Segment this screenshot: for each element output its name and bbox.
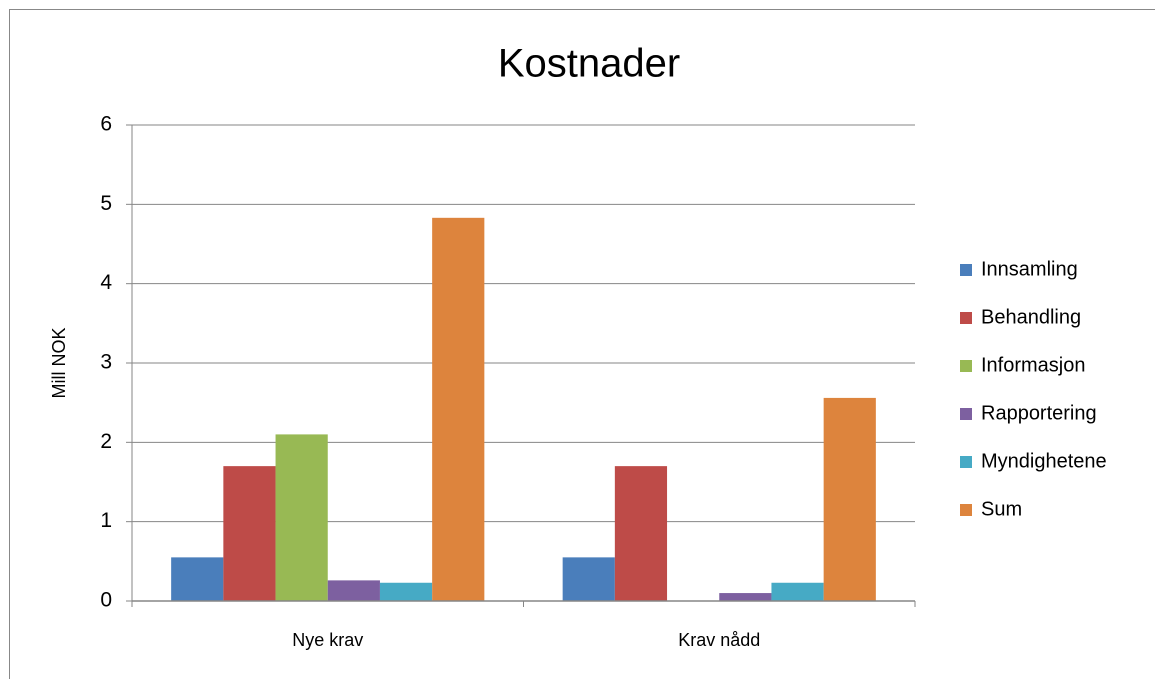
bar xyxy=(823,397,876,601)
y-axis-label: Mill NOK xyxy=(49,328,69,399)
y-tick-label: 2 xyxy=(100,430,112,453)
legend-swatch xyxy=(960,456,972,468)
bar xyxy=(327,580,380,601)
bar xyxy=(171,557,224,601)
bar xyxy=(771,582,824,601)
legend-label: Innsamling xyxy=(981,258,1078,280)
legend-label: Informasjon xyxy=(981,354,1086,376)
legend-label: Myndighetene xyxy=(981,450,1107,472)
legend-label: Behandling xyxy=(981,306,1081,328)
bar xyxy=(562,557,615,601)
legend-swatch xyxy=(960,312,972,324)
bar xyxy=(223,466,276,601)
legend-swatch xyxy=(960,264,972,276)
legend-swatch xyxy=(960,408,972,420)
bar xyxy=(719,593,772,601)
bar xyxy=(275,434,328,601)
legend-swatch xyxy=(960,360,972,372)
y-tick-label: 6 xyxy=(100,113,112,136)
bar xyxy=(379,582,433,601)
x-tick-label: Nye krav xyxy=(292,630,363,650)
legend-label: Rapportering xyxy=(981,402,1097,424)
y-tick-label: 3 xyxy=(100,351,112,374)
y-tick-label: 1 xyxy=(100,509,112,532)
x-tick-label: Krav nådd xyxy=(678,630,760,650)
chart-title: Kostnader xyxy=(498,42,680,86)
bar xyxy=(432,217,485,601)
legend-swatch xyxy=(960,504,972,516)
legend-label: Sum xyxy=(981,498,1022,520)
y-tick-label: 0 xyxy=(100,589,112,612)
bar xyxy=(614,466,668,601)
y-tick-label: 5 xyxy=(100,192,112,215)
y-tick-label: 4 xyxy=(100,271,112,294)
